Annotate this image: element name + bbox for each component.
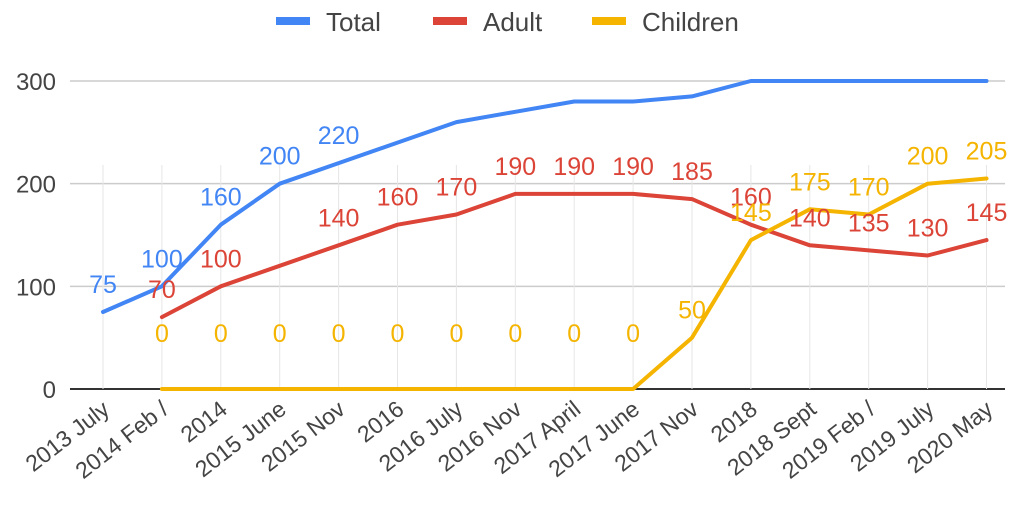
y-tick-label: 100 — [16, 274, 56, 301]
data-label-total: 200 — [259, 143, 301, 171]
data-label-adult: 100 — [200, 245, 242, 273]
data-label-children: 0 — [449, 320, 463, 348]
y-tick-label: 200 — [16, 172, 56, 199]
data-labels: 75 100 160 200 220 70 100 140 160 170 190 190 190 185… — [89, 122, 1007, 348]
data-label-adult: 190 — [612, 153, 654, 181]
data-label-adult: 160 — [377, 184, 419, 212]
data-label-children: 0 — [626, 320, 640, 348]
data-label-total: 75 — [89, 271, 117, 299]
data-label-total: 220 — [318, 122, 360, 150]
data-label-total: 160 — [200, 184, 242, 212]
data-label-adult: 190 — [494, 153, 536, 181]
data-label-adult: 145 — [966, 199, 1008, 227]
legend-label: Total — [326, 7, 381, 37]
data-label-adult: 190 — [553, 153, 595, 181]
data-label-children: 0 — [332, 320, 346, 348]
data-label-children: 0 — [214, 320, 228, 348]
data-label-children: 170 — [848, 173, 890, 201]
data-label-children: 0 — [155, 320, 169, 348]
y-axis-ticks: 0 100 200 300 — [16, 69, 56, 404]
data-label-adult: 160 — [730, 184, 772, 212]
series-line-total — [101, 79, 989, 314]
legend-label: Adult — [483, 7, 543, 37]
series-line-children — [159, 176, 989, 391]
y-tick-label: 300 — [16, 69, 56, 96]
data-label-adult: 140 — [789, 204, 831, 232]
series-line-adult — [159, 191, 989, 320]
data-label-children: 175 — [789, 168, 831, 196]
data-label-adult: 170 — [436, 173, 478, 201]
data-label-children: 0 — [391, 320, 405, 348]
legend-swatch — [276, 17, 310, 25]
legend-swatch — [592, 17, 626, 25]
legend: Total Adult Children — [276, 7, 739, 37]
legend-label: Children — [642, 7, 739, 37]
legend-swatch — [433, 17, 467, 25]
data-label-children: 200 — [907, 143, 949, 171]
data-label-adult: 185 — [671, 158, 713, 186]
data-label-children: 205 — [966, 138, 1008, 166]
data-label-children: 0 — [273, 320, 287, 348]
legend-item-children: Children — [592, 7, 739, 37]
data-label-adult: 135 — [848, 209, 890, 237]
data-label-adult: 130 — [907, 215, 949, 243]
y-tick-label: 0 — [43, 377, 56, 404]
data-label-children: 145 — [730, 199, 772, 227]
data-label-children: 50 — [678, 297, 706, 325]
legend-item-total: Total — [276, 7, 381, 37]
data-label-adult: 140 — [318, 204, 360, 232]
data-label-children: 0 — [567, 320, 581, 348]
legend-item-adult: Adult — [433, 7, 543, 37]
data-label-children: 0 — [508, 320, 522, 348]
data-label-adult: 70 — [148, 276, 176, 304]
data-label-total: 100 — [141, 245, 183, 273]
series-lines — [101, 79, 989, 391]
